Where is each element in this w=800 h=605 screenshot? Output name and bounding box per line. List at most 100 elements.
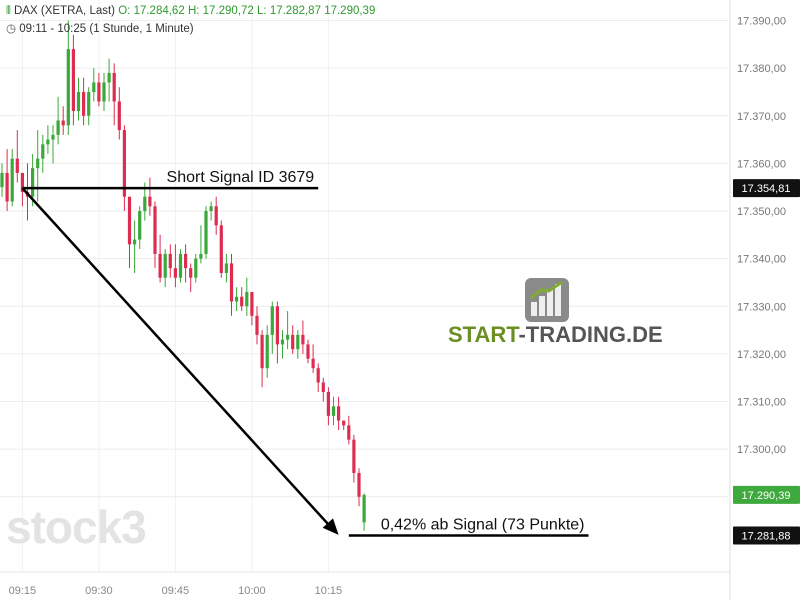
candle-body bbox=[51, 134, 55, 140]
price-tag-label: 17.354,81 bbox=[742, 183, 791, 195]
candle-body bbox=[316, 368, 320, 383]
candle-body bbox=[10, 158, 14, 202]
candle-body bbox=[112, 72, 116, 102]
candle-body bbox=[41, 144, 45, 159]
y-tick-label: 17.300,00 bbox=[737, 444, 786, 456]
candle-body bbox=[219, 225, 223, 273]
candle-body bbox=[36, 158, 40, 169]
signal-label: Short Signal ID 3679 bbox=[167, 169, 315, 186]
x-tick-label: 10:15 bbox=[315, 585, 343, 597]
y-tick-label: 17.380,00 bbox=[737, 63, 786, 75]
candle-body bbox=[168, 253, 172, 269]
candle-body bbox=[342, 420, 346, 426]
candle-body bbox=[178, 253, 183, 278]
chart-header-line2: ◷ 09:11 - 10:25 (1 Stunde, 1 Minute) bbox=[6, 21, 194, 35]
candle-body bbox=[133, 239, 137, 245]
start-trading-logo: START-TRADING.DE bbox=[448, 278, 663, 347]
candle-body bbox=[61, 120, 65, 126]
candle-body bbox=[97, 82, 101, 102]
price-tag bbox=[733, 485, 800, 504]
candle-body bbox=[357, 472, 361, 497]
chart-type-icon: ⫴ bbox=[6, 5, 11, 17]
y-tick-label: 17.340,00 bbox=[737, 254, 786, 266]
candle-body bbox=[66, 49, 70, 126]
candle-body bbox=[306, 344, 310, 359]
y-tick-label: 17.360,00 bbox=[737, 158, 786, 170]
y-tick-label: 17.390,00 bbox=[737, 16, 786, 28]
candle-body bbox=[224, 263, 228, 273]
candle-body bbox=[92, 82, 96, 92]
price-tag-label: 17.290,39 bbox=[742, 490, 791, 502]
candle-body bbox=[87, 91, 91, 116]
trend-arrow-shaft bbox=[21, 187, 332, 528]
high-label: H: bbox=[187, 5, 200, 17]
clock-icon: ◷ bbox=[6, 23, 17, 35]
candle-body bbox=[214, 206, 218, 226]
close-value: 17.290,39 bbox=[324, 5, 376, 17]
candle-body bbox=[326, 392, 330, 416]
x-tick-label: 10:00 bbox=[238, 585, 266, 597]
candle-body bbox=[148, 196, 152, 207]
candle-body bbox=[127, 196, 132, 245]
candle-body bbox=[158, 253, 162, 278]
logo-bar bbox=[547, 290, 553, 316]
logo-bar bbox=[531, 302, 537, 316]
candle-body bbox=[235, 296, 239, 302]
candle-body bbox=[31, 168, 35, 197]
candle-body bbox=[82, 91, 86, 116]
candle-body bbox=[194, 258, 198, 278]
x-tick-label: 09:15 bbox=[9, 585, 37, 597]
x-tick-label: 09:30 bbox=[85, 585, 113, 597]
stock3-watermark: stock3 bbox=[6, 501, 147, 553]
candle-body bbox=[15, 158, 19, 173]
candle-body bbox=[56, 120, 60, 135]
candle-body bbox=[270, 306, 274, 335]
low-label: L: bbox=[257, 5, 267, 17]
logo-text-start: START bbox=[448, 322, 520, 347]
candle-body bbox=[301, 334, 305, 345]
price-tag bbox=[733, 526, 800, 545]
y-tick-label: 17.330,00 bbox=[737, 301, 786, 313]
candle-body bbox=[71, 49, 75, 112]
candle-body bbox=[275, 306, 279, 345]
candle-body bbox=[245, 291, 249, 307]
y-tick-label: 17.310,00 bbox=[737, 397, 786, 409]
candle-body bbox=[240, 296, 244, 307]
low-value: 17.282,87 bbox=[269, 5, 321, 17]
candle-body bbox=[5, 172, 9, 202]
candle-body bbox=[122, 130, 126, 197]
candle-body bbox=[173, 268, 177, 278]
candle-body bbox=[163, 253, 167, 278]
price-tag-label: 17.281,88 bbox=[742, 530, 791, 542]
candle-body bbox=[265, 334, 269, 369]
logo-text-rest: -TRADING.DE bbox=[518, 322, 662, 347]
candle-body bbox=[260, 334, 264, 369]
candle-body bbox=[189, 268, 193, 278]
candle-body bbox=[102, 82, 106, 102]
candle-body bbox=[291, 334, 295, 350]
candle-body bbox=[352, 439, 356, 473]
symbol-label: DAX (XETRA, Last) bbox=[14, 5, 116, 17]
candle-body bbox=[255, 315, 259, 335]
open-value: 17.284,62 bbox=[133, 5, 185, 17]
y-tick-label: 17.350,00 bbox=[737, 206, 786, 218]
candle-body bbox=[199, 253, 203, 259]
chart-header-line1: ⫴ DAX (XETRA, Last) O: 17.284,62 H: 17.2… bbox=[6, 5, 375, 18]
y-tick-label: 17.320,00 bbox=[737, 349, 786, 361]
candle-body bbox=[0, 172, 4, 188]
candle-body bbox=[331, 406, 336, 416]
candle-body bbox=[311, 358, 315, 369]
candle-body bbox=[138, 211, 142, 240]
candle-body bbox=[46, 139, 50, 145]
high-value: 17.290,72 bbox=[202, 5, 254, 17]
candle-body bbox=[184, 253, 188, 269]
trend-arrow-head bbox=[322, 518, 339, 535]
candle-body bbox=[153, 206, 157, 254]
candle-body bbox=[209, 206, 213, 212]
logo-text: START-TRADING.DE bbox=[448, 322, 663, 347]
signal-label: 0,42% ab Signal (73 Punkte) bbox=[381, 516, 585, 533]
candle-body bbox=[347, 425, 351, 440]
logo-bar bbox=[539, 296, 545, 316]
candle-body bbox=[107, 72, 111, 83]
